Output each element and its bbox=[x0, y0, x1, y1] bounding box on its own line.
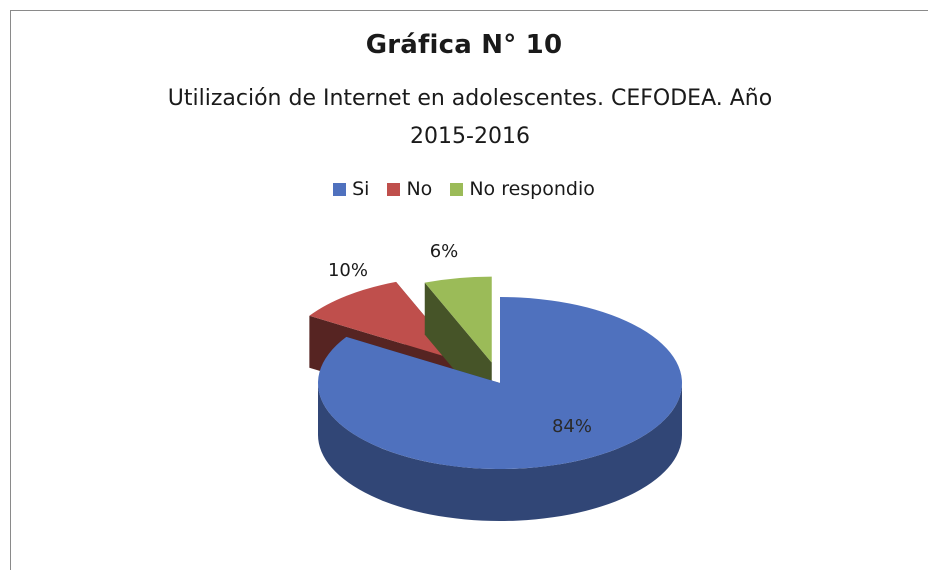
legend-item-no: No bbox=[387, 178, 432, 200]
data-label-no: 10% bbox=[328, 260, 368, 281]
pie-slice-no-respondio-top bbox=[424, 276, 492, 363]
legend-label-si: Si bbox=[352, 178, 370, 200]
legend-swatch-no bbox=[387, 182, 401, 196]
pie-slice-si-wall-0 bbox=[318, 383, 682, 521]
legend-swatch-no-respondio bbox=[450, 182, 464, 196]
legend-swatch-si bbox=[333, 182, 347, 196]
chart-legend: Si No No respondio bbox=[0, 178, 928, 200]
legend-label-no: No bbox=[406, 178, 433, 200]
data-label-no-respondio: 6% bbox=[430, 241, 459, 262]
legend-label-no-respondio: No respondio bbox=[469, 178, 595, 200]
chart-title: Gráfica N° 10 bbox=[365, 30, 563, 60]
legend-item-si: Si bbox=[333, 178, 369, 200]
legend-item-no-respondio: No respondio bbox=[450, 178, 595, 200]
pie-slice-si-top bbox=[318, 297, 682, 469]
pie-slice-no-top bbox=[309, 281, 464, 362]
pie-slice-si bbox=[318, 297, 682, 521]
data-label-si: 84% bbox=[552, 416, 592, 437]
chart-subtitle: Utilización de Internet en adolescentes.… bbox=[167, 86, 773, 149]
